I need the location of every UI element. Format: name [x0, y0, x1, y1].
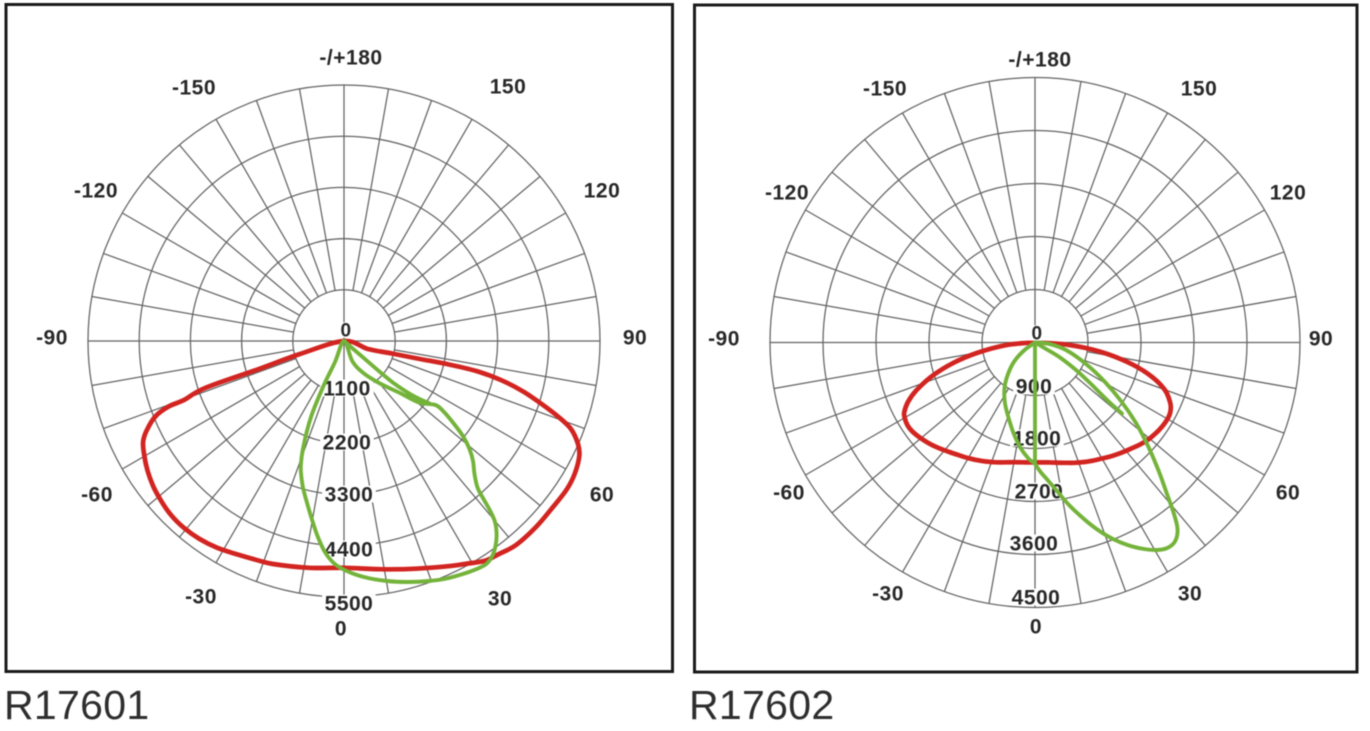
svg-text:0: 0	[335, 618, 347, 641]
svg-text:-120: -120	[765, 182, 809, 205]
svg-text:150: 150	[490, 76, 527, 99]
svg-text:0: 0	[1031, 324, 1042, 345]
svg-text:-90: -90	[708, 328, 740, 351]
svg-text:0: 0	[1030, 616, 1042, 639]
svg-text:60: 60	[1276, 482, 1300, 505]
svg-text:4400: 4400	[325, 539, 374, 562]
svg-text:0: 0	[340, 321, 351, 342]
svg-text:-/+180: -/+180	[319, 47, 382, 70]
svg-text:150: 150	[1181, 78, 1218, 101]
svg-text:-/+180: -/+180	[1008, 49, 1071, 72]
svg-text:-150: -150	[172, 77, 216, 100]
svg-text:-150: -150	[863, 78, 907, 101]
svg-text:R17602: R17602	[689, 682, 834, 726]
svg-text:3600: 3600	[1010, 533, 1059, 556]
svg-text:90: 90	[1309, 328, 1333, 351]
svg-text:4500: 4500	[1012, 587, 1061, 610]
svg-text:30: 30	[1178, 583, 1202, 606]
svg-text:90: 90	[623, 327, 647, 350]
svg-text:30: 30	[488, 588, 512, 611]
svg-text:1100: 1100	[323, 378, 371, 401]
svg-text:-120: -120	[74, 180, 118, 203]
svg-text:-30: -30	[872, 583, 904, 606]
svg-text:3300: 3300	[325, 484, 374, 507]
svg-text:-30: -30	[185, 586, 217, 609]
svg-text:-60: -60	[81, 484, 113, 507]
svg-text:R17601: R17601	[4, 682, 149, 726]
svg-text:2200: 2200	[323, 432, 372, 455]
svg-text:5500: 5500	[325, 593, 374, 616]
svg-text:-60: -60	[773, 482, 805, 505]
svg-text:120: 120	[584, 180, 621, 203]
svg-text:60: 60	[590, 484, 614, 507]
svg-text:-90: -90	[36, 327, 68, 350]
svg-text:120: 120	[1270, 182, 1307, 205]
